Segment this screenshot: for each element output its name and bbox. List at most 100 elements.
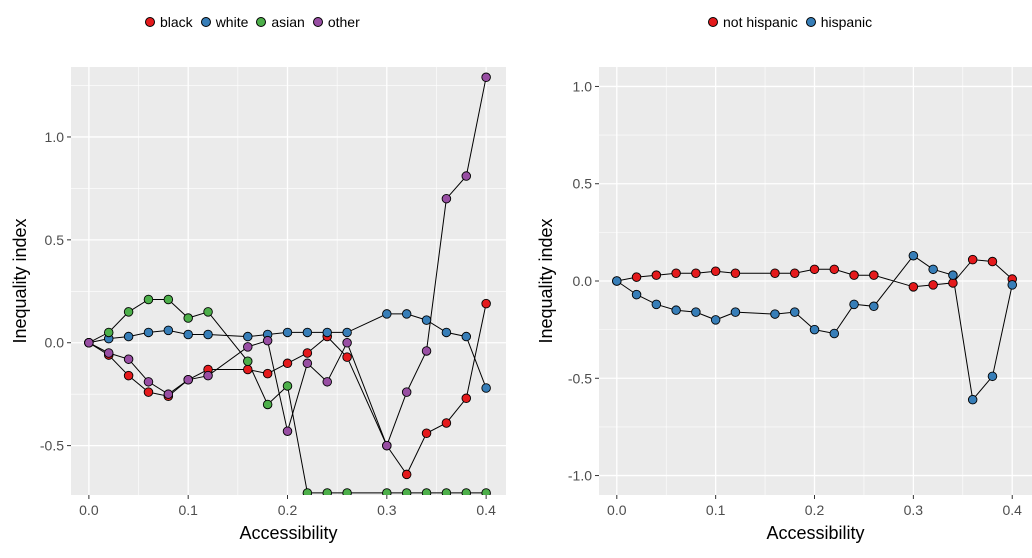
data-point-white [243,331,253,342]
data-point-white [163,325,174,336]
data-point-white [481,383,491,393]
y-tick-label: -1.0 [568,468,592,484]
data-point-black [123,370,134,381]
data-point-not-hispanic [829,264,840,275]
data-point-white [441,327,452,338]
legend-label: other [327,14,360,30]
data-point-not-hispanic [710,266,721,277]
data-point-hispanic [789,307,800,317]
data-point-asian [401,488,412,495]
data-point-black [441,418,452,428]
data-point-black [143,387,154,397]
data-point-black [421,428,432,439]
data-point-hispanic [967,394,978,405]
legend-key [708,17,718,27]
x-tick-label: 0.4 [476,502,496,518]
legend-item-asian: asian [256,14,305,30]
data-point-hispanic [928,264,938,275]
data-point-other [441,193,452,204]
data-point-other [481,72,491,83]
x-tick-label: 0.2 [278,502,298,518]
data-point-not-hispanic [631,272,642,282]
data-point-white [302,327,313,338]
data-point-hispanic [869,301,879,312]
data-point-other [461,171,472,181]
data-point-other [322,377,332,387]
data-point-hispanic [631,289,642,300]
data-point-other [262,335,273,346]
y-tick-label: -0.5 [568,370,592,386]
data-point-hispanic [987,371,998,382]
data-point-asian [302,488,313,495]
x-tick-label: 0.0 [79,502,99,518]
chart-right: 0.0 0.1 0.2 0.3 0.4 -1.0 -0.5 0.0 0.5 1.0 Accessib… [536,67,1032,543]
data-point-asian [143,294,154,305]
data-point-other [84,337,94,348]
legend-label: white [215,14,249,30]
data-point-asian [382,488,392,495]
grid [599,67,1032,495]
data-point-other [143,377,154,387]
legend-label: asian [271,14,305,30]
data-point-other [243,342,253,352]
data-point-not-hispanic [869,270,879,280]
data-point-other [203,370,213,381]
data-point-not-hispanic [770,268,780,278]
x-axis-title: Accessibility [766,523,864,543]
y-tick-label: 1.0 [45,129,65,145]
data-point-asian [282,381,293,391]
x-tick-label: 0.3 [377,502,397,518]
x-tick-label: 0.3 [904,502,924,518]
data-point-white [421,315,432,325]
y-axis-title: Inequality index [10,218,30,343]
legend-item-other: other [312,14,360,30]
left-panel: black white asian other 0.0 0.1 0.2 0.3 0.4 -0.5… [10,14,506,543]
data-point-hispanic [710,315,721,325]
y-tick-label: 0.5 [573,176,593,192]
plot-area [612,250,1017,405]
y-tick-label: -0.5 [40,438,64,454]
data-point-other [163,389,174,399]
legend-key [312,17,323,27]
data-point-not-hispanic [651,270,662,280]
x-tick-label: 0.1 [706,502,726,518]
data-point-hispanic [849,299,859,310]
legend-key [805,17,816,27]
legend-key [256,17,267,27]
legend-item-black: black [145,14,193,30]
data-point-other [382,440,392,451]
data-point-asian [441,488,452,495]
data-point-hispanic [948,270,958,280]
data-point-black [401,469,412,480]
data-point-hispanic [612,276,622,286]
data-point-other [421,346,432,356]
data-point-asian [421,488,432,495]
data-point-asian [322,488,332,495]
data-point-white [143,327,154,338]
data-point-not-hispanic [789,268,800,278]
x-tick-label: 0.1 [178,502,198,518]
legend-key [200,17,211,27]
data-point-asian [481,488,491,495]
y-tick-label: 1.0 [573,78,593,94]
data-point-asian [243,356,253,367]
data-point-hispanic [809,324,820,335]
y-tick-label: 0.5 [45,232,65,248]
legend-right: not hispanic hispanic [708,14,880,30]
data-point-white [461,331,472,342]
data-point-black [481,298,491,309]
data-point-other [123,354,134,364]
data-point-asian [262,399,273,410]
data-point-not-hispanic [908,282,919,292]
data-point-other [401,387,412,397]
data-point-hispanic [908,250,919,261]
data-point-hispanic [770,309,780,319]
data-point-asian [163,294,174,305]
data-point-not-hispanic [849,270,859,280]
legend-item-hispanic: hispanic [805,14,873,30]
data-point-hispanic [829,328,840,339]
data-point-other [282,426,293,436]
data-point-asian [183,313,193,323]
data-point-white [183,329,193,340]
legend-label: hispanic [820,14,873,30]
